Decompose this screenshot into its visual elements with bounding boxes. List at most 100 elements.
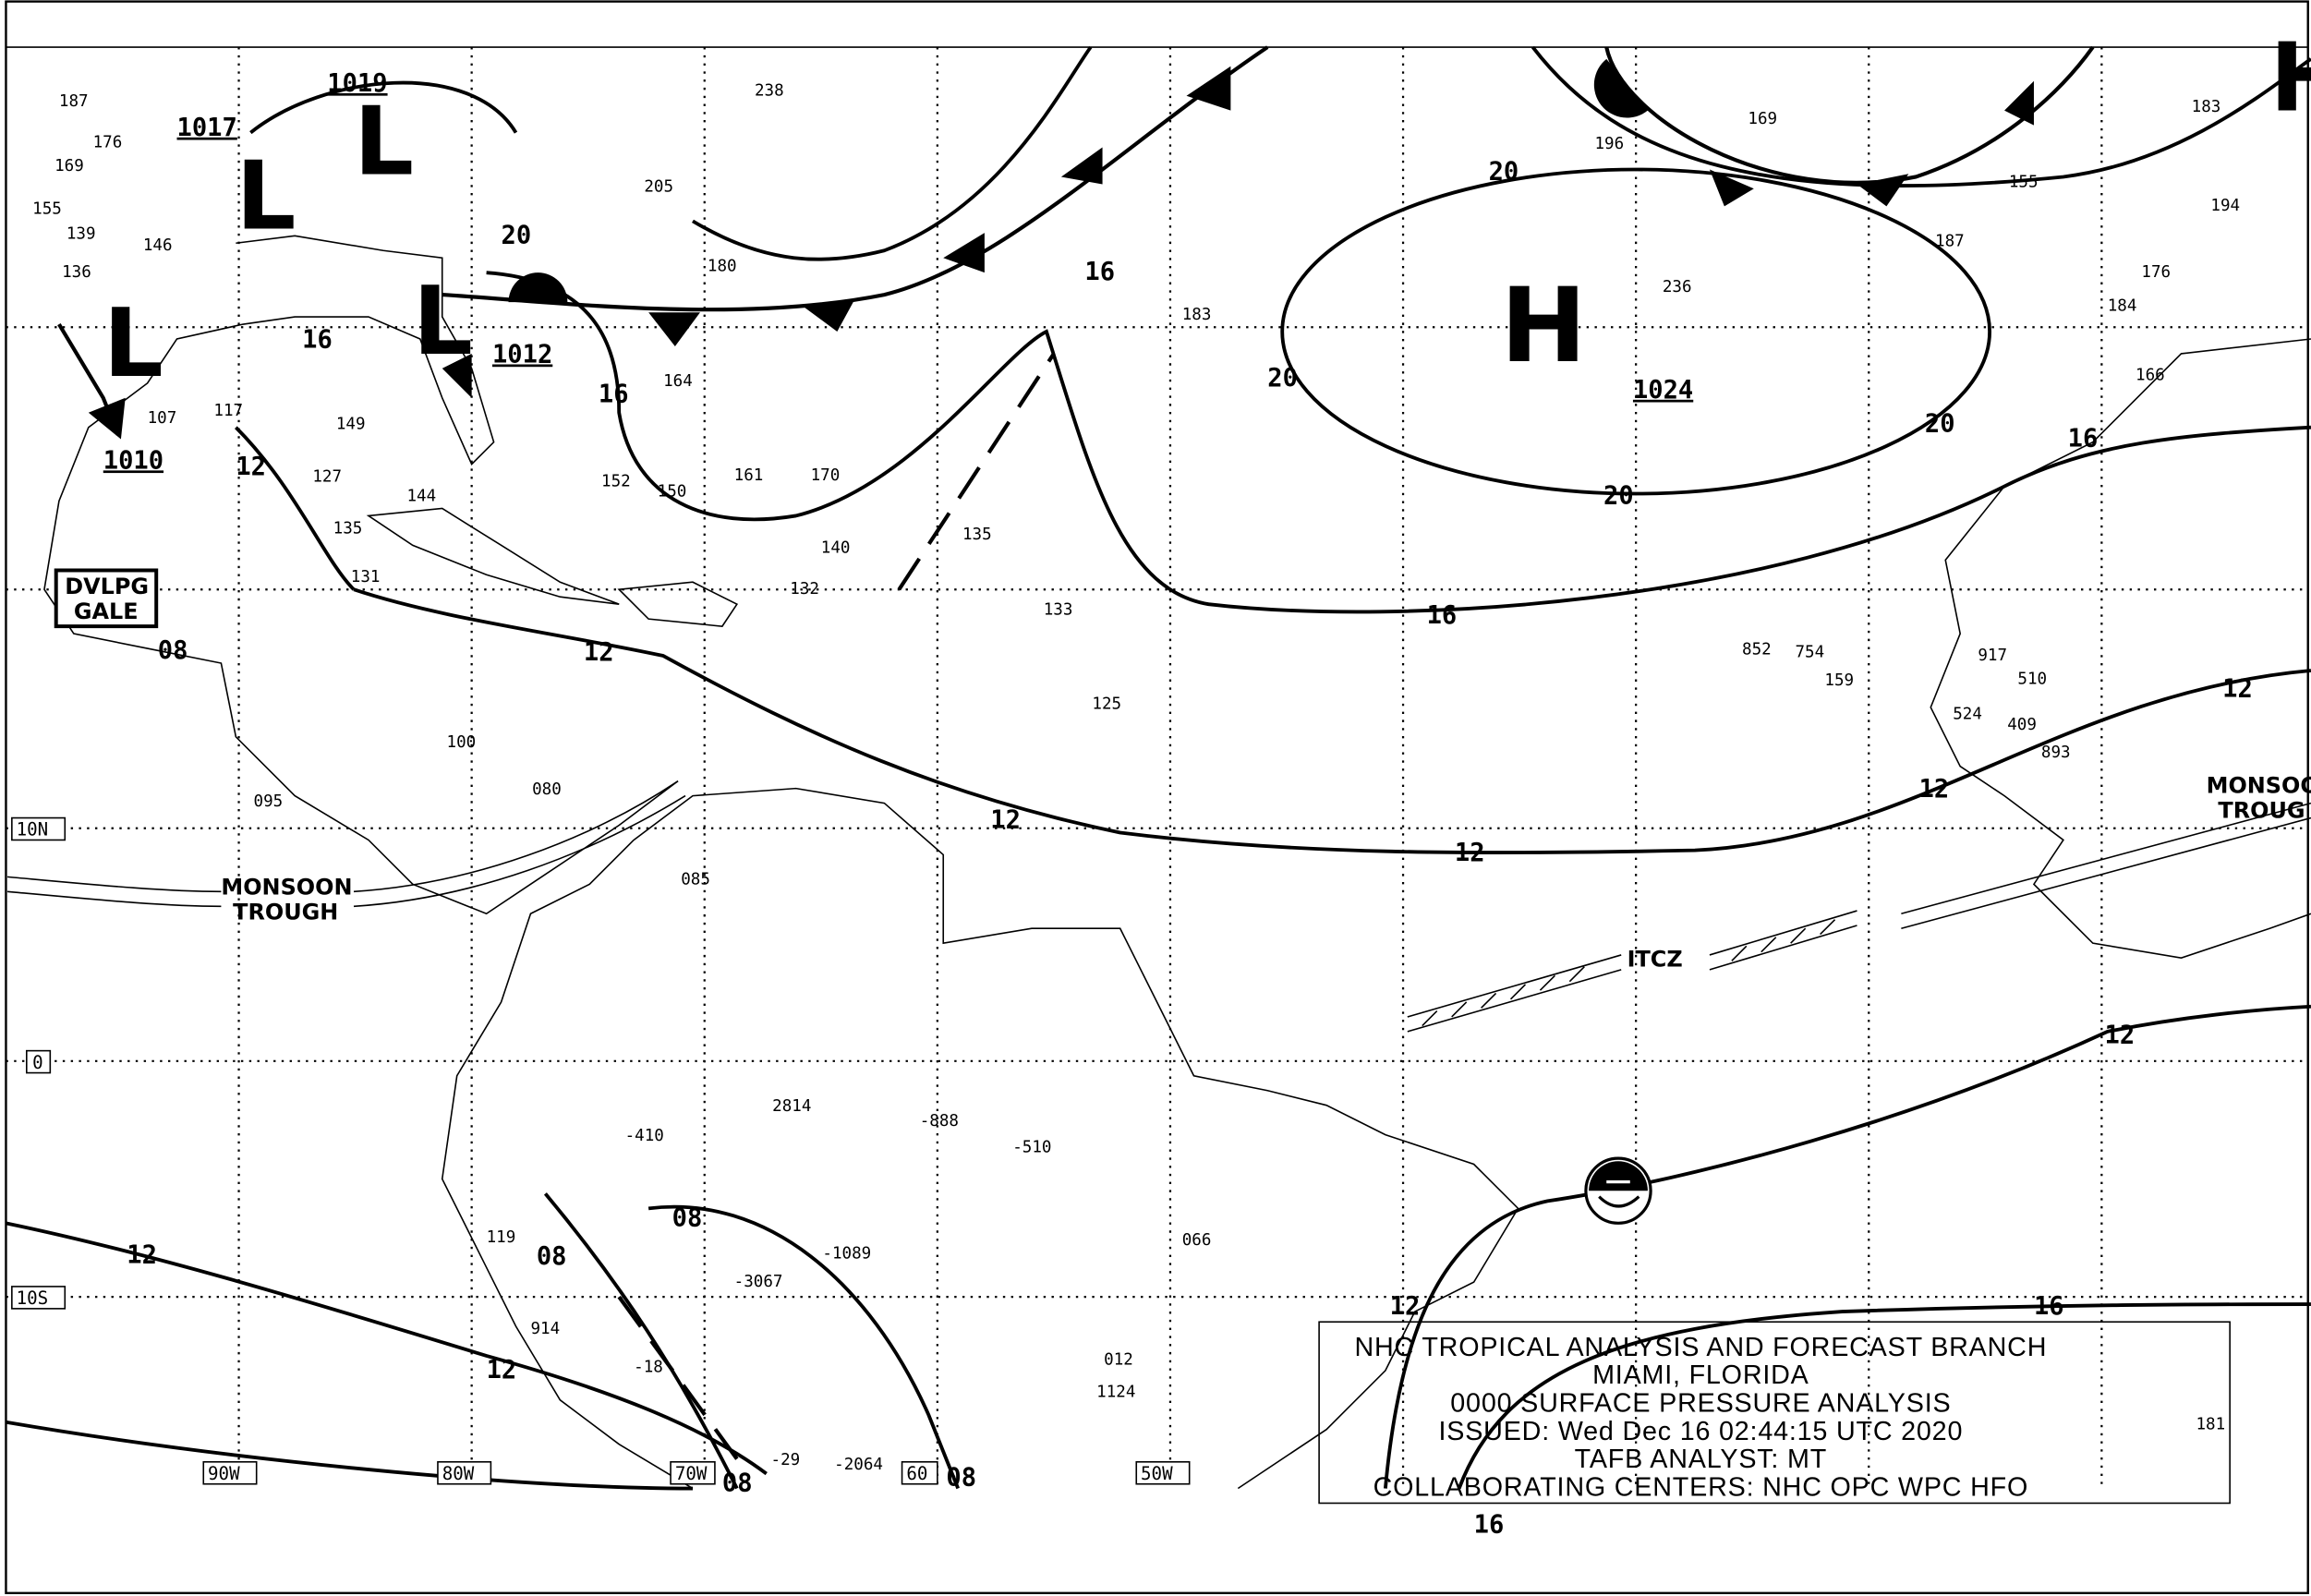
svg-text:144: 144 bbox=[406, 487, 436, 505]
svg-text:16: 16 bbox=[302, 326, 333, 355]
low-pressure-symbol: L bbox=[413, 267, 473, 377]
svg-text:12: 12 bbox=[487, 1356, 517, 1384]
svg-text:136: 136 bbox=[62, 263, 91, 282]
isobar-labels: 20 20 20 20 16 16 16 16 16 12 12 12 12 1… bbox=[127, 158, 2253, 1540]
svg-text:-29: -29 bbox=[771, 1451, 801, 1469]
gale-label: GALE bbox=[74, 598, 139, 624]
svg-text:893: 893 bbox=[2041, 744, 2071, 762]
svg-text:119: 119 bbox=[487, 1228, 516, 1247]
svg-text:16: 16 bbox=[1474, 1510, 1505, 1539]
svg-text:133: 133 bbox=[1044, 600, 1073, 619]
monsoon-trough-label: MONSOON bbox=[221, 875, 352, 901]
high-pressure-symbol-partial: H bbox=[2269, 24, 2311, 134]
collaborating-centers: COLLABORATING CENTERS: NHC OPC WPC HFO bbox=[1373, 1473, 2029, 1503]
svg-text:-1089: -1089 bbox=[822, 1245, 871, 1264]
svg-text:187: 187 bbox=[1935, 232, 1965, 250]
svg-text:16: 16 bbox=[2068, 424, 2099, 453]
svg-text:131: 131 bbox=[351, 568, 381, 586]
svg-text:183: 183 bbox=[2192, 98, 2221, 116]
svg-text:-410: -410 bbox=[625, 1127, 664, 1145]
lon-labels: 90W 80W 70W 60 50W bbox=[202, 1461, 1191, 1485]
svg-text:095: 095 bbox=[254, 792, 284, 811]
svg-text:12: 12 bbox=[584, 638, 614, 667]
svg-text:184: 184 bbox=[2108, 297, 2137, 316]
gale-warning-box bbox=[54, 568, 159, 629]
monsoon-trough bbox=[6, 780, 686, 908]
svg-text:20: 20 bbox=[1489, 158, 1519, 187]
low-pressure-value: 1017 bbox=[177, 114, 237, 142]
svg-text:16: 16 bbox=[1084, 258, 1115, 286]
svg-text:08: 08 bbox=[946, 1463, 976, 1492]
lat-labels: 10N 0 10S bbox=[11, 816, 67, 1310]
low-pressure-value: 1012 bbox=[492, 341, 552, 369]
svg-text:159: 159 bbox=[1824, 671, 1854, 690]
svg-text:852: 852 bbox=[1742, 640, 1772, 659]
svg-text:080: 080 bbox=[532, 780, 562, 799]
svg-text:176: 176 bbox=[93, 134, 123, 152]
svg-text:132: 132 bbox=[790, 580, 819, 598]
svg-text:60: 60 bbox=[906, 1463, 927, 1484]
trough-axis-south bbox=[617, 1295, 739, 1460]
itcz-label: ITCZ bbox=[1627, 947, 1683, 973]
svg-text:08: 08 bbox=[537, 1242, 567, 1271]
monsoon-trough-label-east: MONSOON bbox=[2207, 772, 2311, 798]
gale-label: DVLPG bbox=[65, 574, 149, 599]
svg-text:20: 20 bbox=[502, 221, 532, 249]
svg-text:12: 12 bbox=[1455, 839, 1485, 867]
svg-text:139: 139 bbox=[67, 224, 96, 243]
svg-text:12: 12 bbox=[2105, 1022, 2136, 1050]
svg-text:-18: -18 bbox=[634, 1358, 663, 1376]
svg-text:161: 161 bbox=[734, 466, 764, 485]
svg-text:196: 196 bbox=[1594, 135, 1624, 153]
analyst: TAFB ANALYST: MT bbox=[1575, 1445, 1827, 1474]
svg-text:135: 135 bbox=[333, 520, 363, 538]
svg-text:12: 12 bbox=[2222, 675, 2253, 704]
svg-text:20: 20 bbox=[1267, 364, 1298, 393]
low-pressure-symbol: L bbox=[236, 141, 296, 251]
svg-text:16: 16 bbox=[1427, 601, 1458, 630]
svg-text:1124: 1124 bbox=[1096, 1384, 1135, 1402]
svg-text:155: 155 bbox=[2009, 174, 2039, 192]
svg-text:12: 12 bbox=[1390, 1292, 1421, 1321]
analysis-title: 0000 SURFACE PRESSURE ANALYSIS bbox=[1450, 1389, 1951, 1419]
svg-text:914: 914 bbox=[530, 1320, 560, 1338]
svg-text:127: 127 bbox=[312, 468, 342, 487]
svg-text:754: 754 bbox=[1795, 644, 1824, 662]
svg-text:917: 917 bbox=[1978, 647, 2007, 665]
low-pressure-symbol: L bbox=[103, 289, 163, 399]
svg-text:08: 08 bbox=[672, 1204, 703, 1233]
svg-text:066: 066 bbox=[1182, 1231, 1212, 1250]
svg-text:20: 20 bbox=[1603, 482, 1634, 511]
svg-text:176: 176 bbox=[2141, 263, 2171, 282]
svg-text:149: 149 bbox=[336, 415, 366, 433]
svg-text:125: 125 bbox=[1092, 695, 1121, 713]
svg-text:08: 08 bbox=[722, 1469, 753, 1498]
svg-text:180: 180 bbox=[708, 258, 737, 276]
svg-text:12: 12 bbox=[127, 1240, 157, 1269]
svg-text:2814: 2814 bbox=[772, 1097, 811, 1116]
svg-text:-510: -510 bbox=[1012, 1139, 1051, 1157]
high-pressure-symbol: H bbox=[1500, 266, 1586, 386]
noaa-logo-icon bbox=[1584, 1156, 1652, 1225]
svg-text:170: 170 bbox=[811, 466, 841, 485]
low-pressure-symbol: L bbox=[354, 87, 414, 197]
svg-text:10N: 10N bbox=[17, 819, 49, 840]
svg-text:150: 150 bbox=[658, 483, 687, 502]
svg-text:181: 181 bbox=[2196, 1416, 2225, 1434]
svg-text:135: 135 bbox=[962, 526, 992, 544]
svg-text:169: 169 bbox=[1748, 110, 1777, 128]
svg-text:236: 236 bbox=[1663, 278, 1692, 296]
svg-text:10S: 10S bbox=[17, 1288, 49, 1309]
svg-text:085: 085 bbox=[681, 870, 710, 889]
svg-text:166: 166 bbox=[2136, 367, 2165, 385]
svg-text:70W: 70W bbox=[675, 1463, 708, 1484]
svg-text:409: 409 bbox=[2007, 716, 2037, 734]
monsoon-trough-label-east: TROUG bbox=[2218, 798, 2305, 824]
svg-text:155: 155 bbox=[32, 200, 62, 218]
svg-text:238: 238 bbox=[755, 82, 784, 101]
svg-text:187: 187 bbox=[59, 92, 89, 111]
lat-lon-grid bbox=[6, 47, 2308, 1489]
svg-text:12: 12 bbox=[236, 453, 266, 481]
cold-front bbox=[57, 45, 2095, 440]
